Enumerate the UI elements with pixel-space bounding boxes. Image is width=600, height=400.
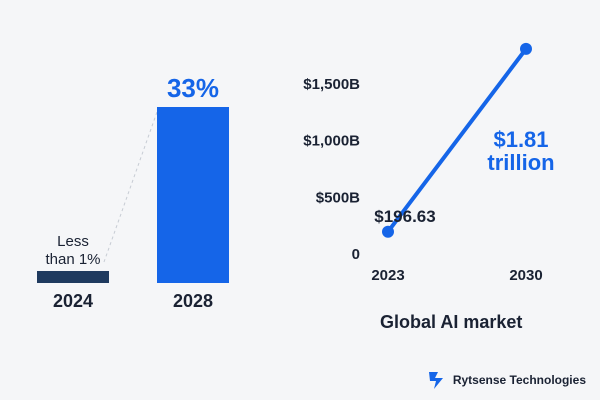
line-series-global-ai-market <box>386 46 528 234</box>
line-point-2030 <box>520 42 532 55</box>
bar-2028 <box>157 107 229 283</box>
brand-logo: Rytsense Technologies <box>427 370 586 390</box>
y-tick-label: $500B <box>316 189 360 206</box>
line-point-2023 <box>382 225 394 238</box>
line-point-2030-data-label-line2: trillion <box>487 150 554 175</box>
y-tick-label: $1,500B <box>303 76 360 93</box>
line-point-2030-data-label: $1.81 <box>493 127 548 152</box>
brand-name: Rytsense Technologies <box>452 373 586 387</box>
bar-2024-data-label: Less <box>57 233 89 250</box>
line-chart: 0 $500B $1,000B $1,500B $196.63 $1.81 trill… <box>303 42 555 332</box>
bar-2028-data-label: 33% <box>167 73 219 103</box>
bar-category-2024: 2024 <box>53 291 93 311</box>
line-chart-title: Global AI market <box>380 312 522 332</box>
x-tick-2030: 2030 <box>509 267 542 284</box>
y-tick-label: $1,000B <box>303 133 360 150</box>
bar-category-2028: 2028 <box>173 291 213 311</box>
y-tick-label: 0 <box>352 246 360 263</box>
bar-2024 <box>37 271 109 283</box>
x-tick-2023: 2023 <box>371 267 404 284</box>
rytsense-logo-icon <box>428 372 443 389</box>
bar-chart: Less than 1% 33% 2024 2028 <box>37 73 229 311</box>
line-point-2023-data-label: $196.63 <box>374 207 435 226</box>
bar-2024-data-label-line2: than 1% <box>45 251 100 268</box>
bar-connector-line <box>103 111 158 263</box>
